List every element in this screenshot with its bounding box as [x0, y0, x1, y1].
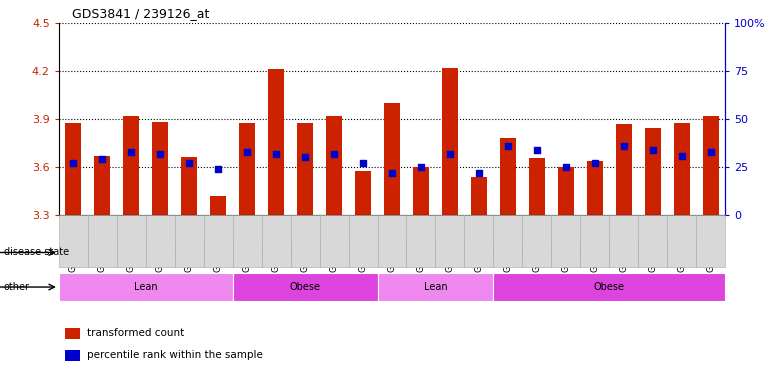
Point — [241, 149, 253, 155]
Bar — [413, 167, 429, 215]
Bar — [239, 123, 255, 215]
Point — [589, 160, 601, 166]
Point — [647, 147, 659, 153]
Point — [183, 160, 195, 166]
Bar — [210, 196, 226, 215]
Bar — [181, 157, 197, 215]
Point — [96, 156, 108, 162]
Bar — [65, 350, 80, 361]
Text: disease state: disease state — [4, 247, 69, 258]
Point — [415, 164, 427, 170]
Bar — [65, 123, 82, 215]
Point — [357, 160, 369, 166]
Point — [270, 151, 282, 157]
Text: other: other — [4, 282, 30, 292]
Bar — [355, 171, 371, 215]
Bar — [702, 116, 719, 215]
Point — [705, 149, 717, 155]
Bar — [384, 103, 400, 215]
Point — [154, 151, 166, 157]
Point — [328, 151, 340, 157]
Bar — [326, 116, 342, 215]
Text: Obese: Obese — [289, 282, 321, 292]
Bar — [587, 161, 603, 215]
Bar — [442, 68, 458, 215]
Bar — [615, 124, 632, 215]
Text: Control, non-polycystic ovary syndrome: Control, non-polycystic ovary syndrome — [121, 247, 315, 258]
Bar — [59, 273, 233, 301]
Bar — [493, 273, 725, 301]
Bar — [233, 273, 378, 301]
Bar — [558, 167, 574, 215]
Point — [444, 151, 456, 157]
Bar — [471, 177, 487, 215]
Bar — [673, 123, 690, 215]
Text: Obese: Obese — [593, 282, 625, 292]
Text: GDS3841 / 239126_at: GDS3841 / 239126_at — [72, 7, 209, 20]
Text: Lean: Lean — [134, 282, 158, 292]
Point — [560, 164, 572, 170]
Point — [502, 143, 514, 149]
Bar — [123, 116, 140, 215]
Point — [299, 154, 311, 161]
Bar — [297, 123, 313, 215]
Text: Polycystic ovary syndrome: Polycystic ovary syndrome — [486, 247, 616, 258]
Point — [531, 147, 543, 153]
Bar — [378, 238, 725, 267]
Point — [125, 149, 137, 155]
Text: transformed count: transformed count — [87, 328, 184, 338]
Point — [618, 143, 630, 149]
Bar — [94, 156, 111, 215]
Bar — [644, 128, 661, 215]
Point — [473, 170, 485, 176]
Point — [386, 170, 398, 176]
Bar — [152, 122, 169, 215]
Bar — [378, 273, 493, 301]
Bar — [529, 158, 545, 215]
Point — [676, 152, 688, 159]
Text: percentile rank within the sample: percentile rank within the sample — [87, 350, 263, 360]
Point — [212, 166, 224, 172]
Bar — [268, 70, 284, 215]
Bar — [500, 138, 516, 215]
Point — [67, 160, 79, 166]
Text: Lean: Lean — [423, 282, 448, 292]
Bar — [65, 328, 80, 339]
Bar — [59, 238, 378, 267]
